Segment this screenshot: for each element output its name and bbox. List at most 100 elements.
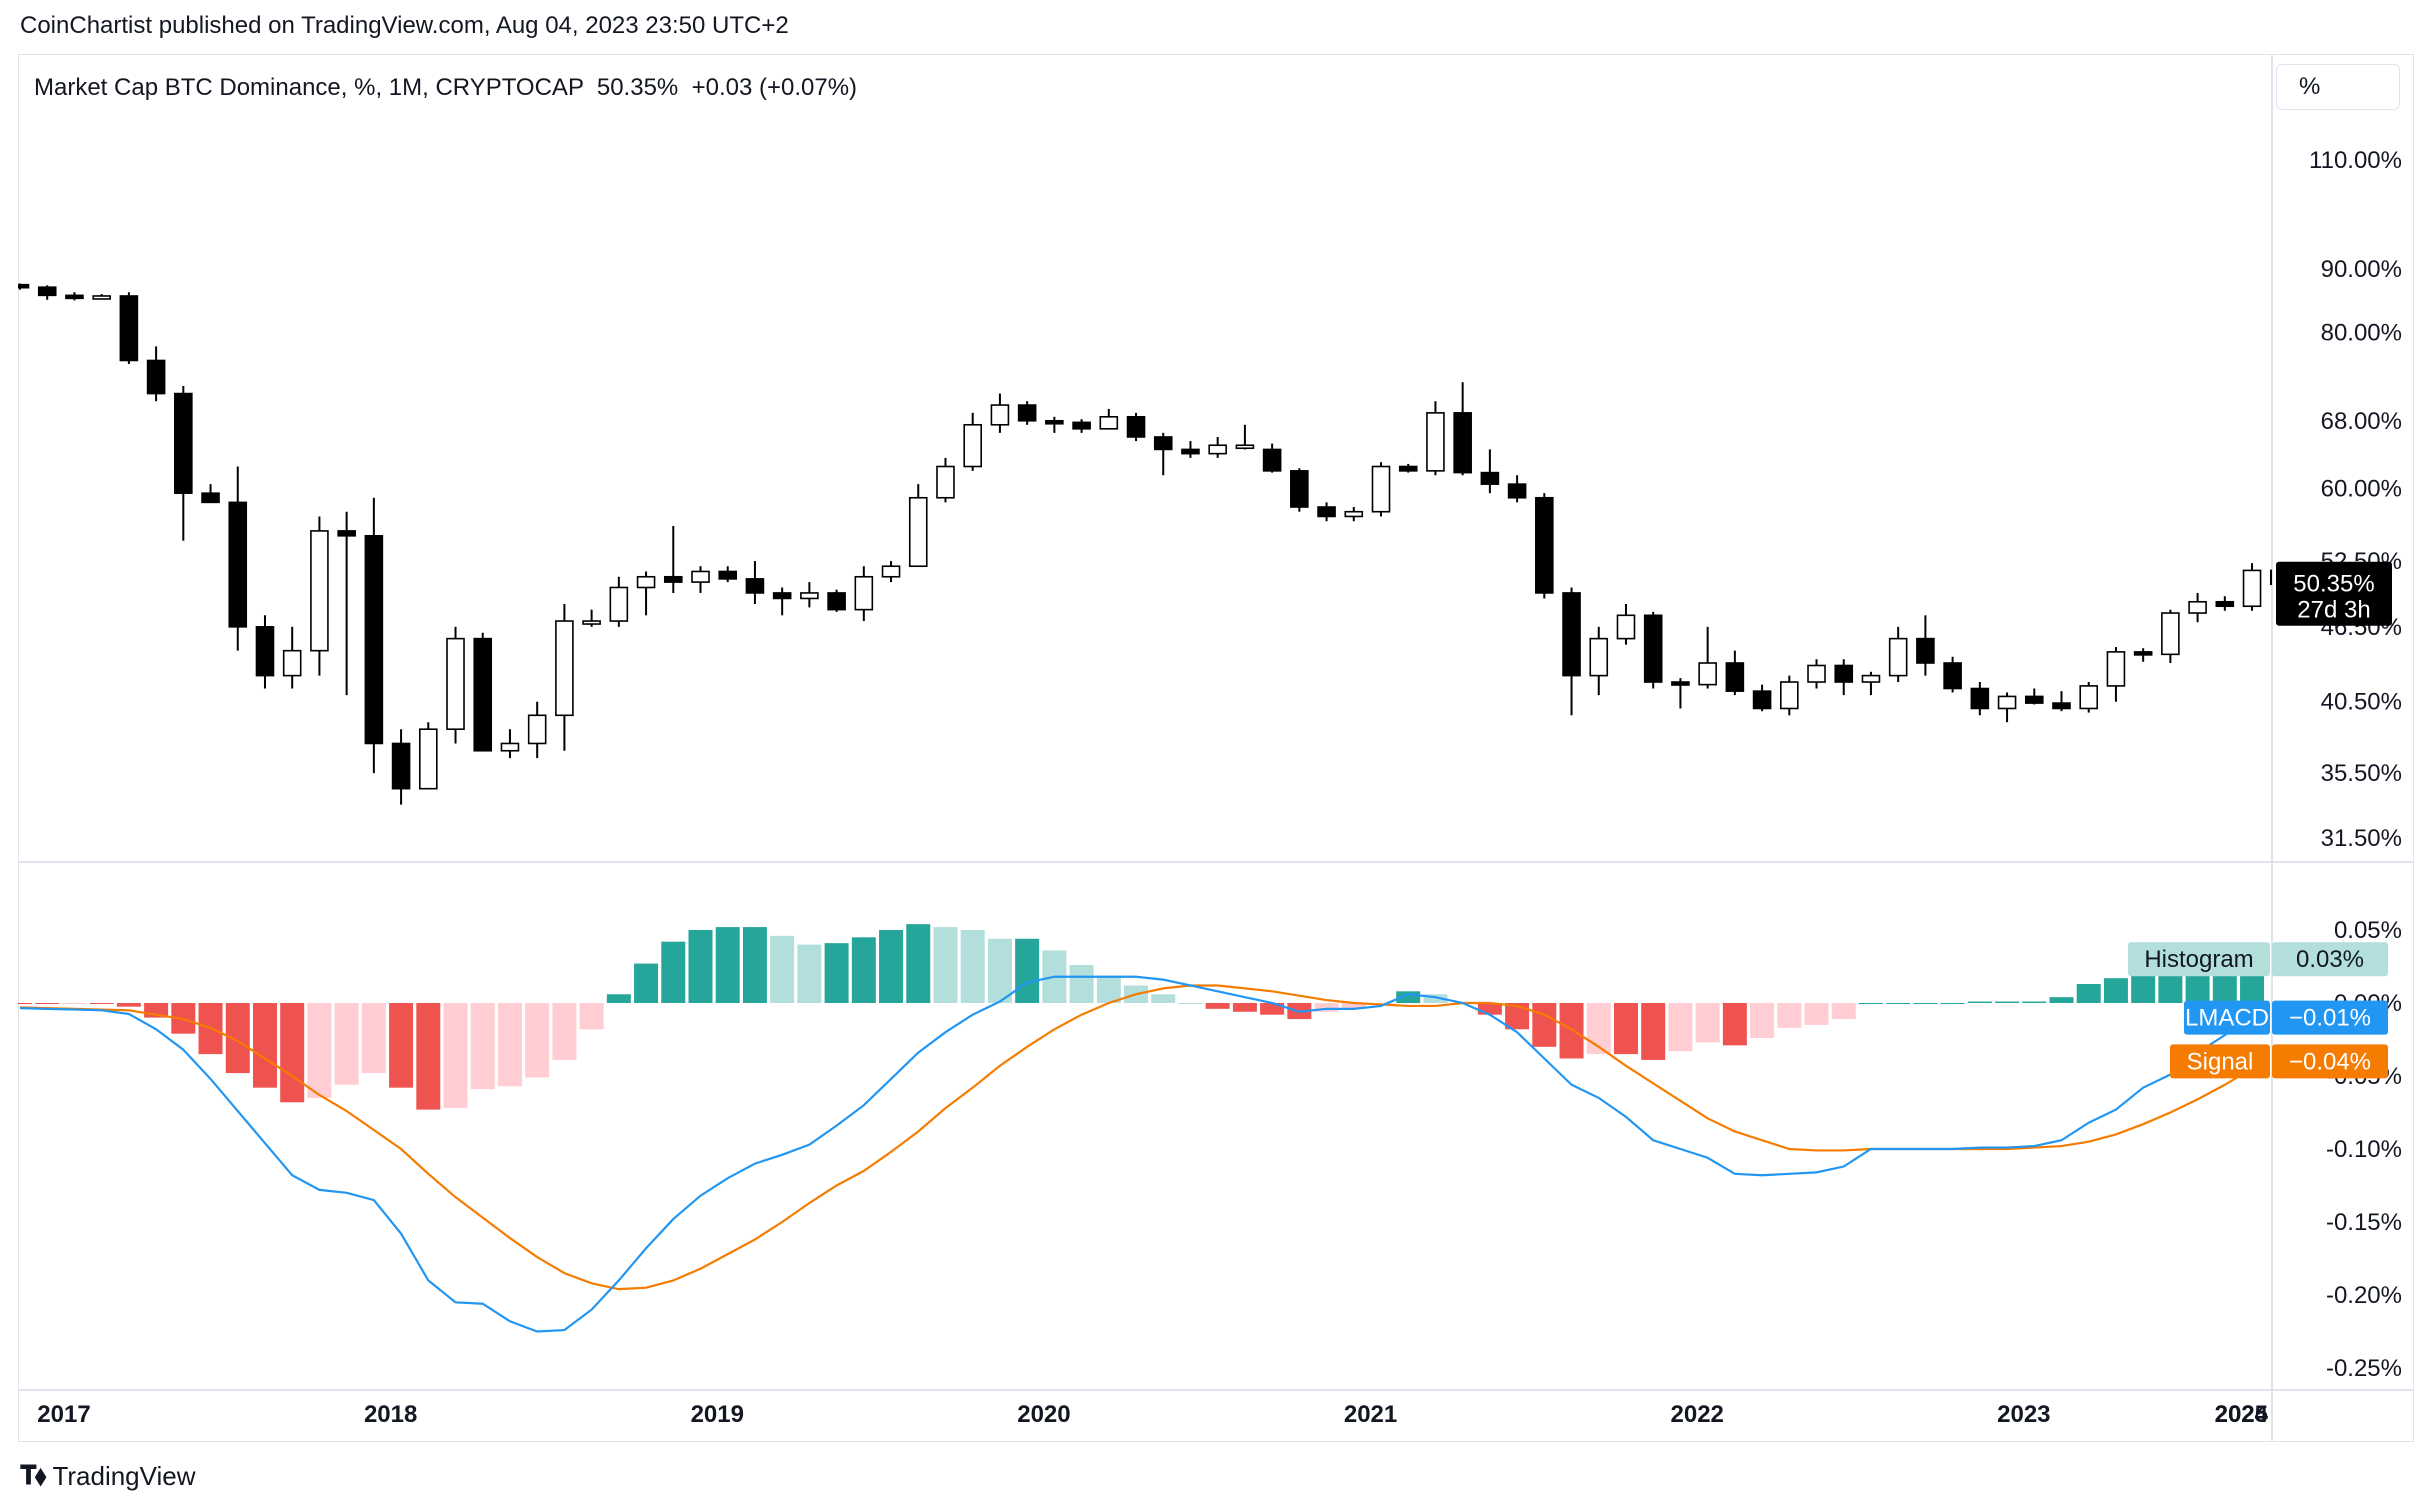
candle-body xyxy=(854,575,874,611)
price-tick-label: 90.00% xyxy=(2321,256,2402,283)
histogram-bar xyxy=(1967,1001,1992,1003)
date-tick-label: 2023 xyxy=(1997,1401,2050,1428)
histogram-bar xyxy=(1396,991,1421,1003)
candle-body xyxy=(1970,687,1990,710)
countdown-label: 27d 3h xyxy=(2297,597,2370,624)
symbol-legend: Market Cap BTC Dominance, %, 1M, CRYPTOC… xyxy=(34,74,858,101)
indicator-value-label: 0.03% xyxy=(2296,946,2364,973)
candle-body xyxy=(2133,651,2153,656)
date-tick-label: 2020 xyxy=(1017,1401,1070,1428)
indicator-tick-label: -0.20% xyxy=(2326,1282,2402,1309)
date-tick-label: 2017 xyxy=(37,1401,90,1428)
histogram-bar xyxy=(89,1003,114,1004)
candle-body xyxy=(1371,465,1391,513)
candle-body xyxy=(473,637,493,752)
candle-body xyxy=(1507,483,1527,499)
histogram-bar xyxy=(987,938,1012,1003)
date-tick-label: 2025 xyxy=(2215,1401,2268,1428)
candle-body xyxy=(228,501,248,628)
histogram-bar xyxy=(35,1003,60,1004)
candle-body xyxy=(1126,416,1146,438)
date-tick-label: 2024 xyxy=(2215,1401,2269,1428)
histogram-bar xyxy=(1477,1003,1502,1015)
candle-body xyxy=(446,637,465,730)
histogram-bar xyxy=(579,1003,604,1030)
candle-body xyxy=(1426,412,1445,472)
price-tick-label: 35.50% xyxy=(2321,760,2402,787)
candle-body xyxy=(2269,569,2272,586)
published-caption: CoinChartist published on TradingView.co… xyxy=(20,12,789,39)
candle-body xyxy=(2106,651,2126,687)
candle-body xyxy=(1888,637,1908,677)
price-tick-label: 60.00% xyxy=(2321,476,2402,503)
candle-body xyxy=(827,592,846,611)
candle-body xyxy=(1725,662,1745,692)
candle-body xyxy=(2052,702,2071,710)
histogram-bar xyxy=(497,1003,522,1087)
candle-body xyxy=(1535,496,1554,594)
candle-body xyxy=(2215,600,2235,608)
candle-body xyxy=(1780,681,1799,710)
histogram-bar xyxy=(661,941,686,1003)
histogram-bar xyxy=(1423,994,1448,1003)
histogram-bar xyxy=(389,1003,414,1088)
histogram-bar xyxy=(933,927,958,1003)
candle-body xyxy=(201,492,220,504)
candle-body xyxy=(1643,614,1663,683)
indicator-value-label: −0.04% xyxy=(2289,1048,2371,1075)
candle-body xyxy=(1344,510,1364,518)
indicator-value-label: −0.01% xyxy=(2289,1005,2371,1032)
scale-mode-button[interactable]: % xyxy=(2276,64,2400,110)
price-tick-label: 80.00% xyxy=(2321,320,2402,347)
date-tick-label: 2021 xyxy=(1344,1401,1397,1428)
histogram-bar xyxy=(742,927,767,1003)
footer-brand: 𝐓⬧ TradingView xyxy=(20,1460,196,1492)
candle-body xyxy=(1208,444,1227,455)
histogram-bar xyxy=(552,1003,577,1060)
candle-body xyxy=(691,570,710,583)
candle-body xyxy=(1398,465,1418,472)
indicator-value-badge xyxy=(2272,1044,2388,1079)
histogram-bar xyxy=(1695,1003,1720,1043)
candle-body xyxy=(418,728,438,790)
candle-body xyxy=(1480,471,1500,485)
histogram-bar xyxy=(2103,978,2128,1003)
candle-body xyxy=(881,565,901,578)
indicator-tick-label: -0.25% xyxy=(2326,1355,2402,1382)
candle-body xyxy=(500,742,520,752)
indicator-tick-label: -0.10% xyxy=(2326,1136,2402,1163)
histogram-bar xyxy=(1804,1003,1829,1025)
histogram-bar xyxy=(2076,984,2101,1003)
candle-body xyxy=(391,742,411,790)
candle-body xyxy=(663,575,683,583)
indicator-value-badge xyxy=(2272,1000,2388,1035)
indicator-value-badge xyxy=(2272,942,2388,977)
histogram-bar xyxy=(1722,1003,1747,1046)
candles-group xyxy=(18,283,2272,805)
candle-body xyxy=(1153,436,1173,451)
histogram-bar xyxy=(634,963,659,1003)
histogram-bar xyxy=(824,943,849,1003)
histogram-bar xyxy=(1913,1003,1938,1004)
candle-body xyxy=(745,578,765,594)
histogram-bar xyxy=(1750,1003,1775,1039)
candle-body xyxy=(310,530,329,652)
indicator-name-badge xyxy=(2184,1000,2270,1035)
histogram-bar xyxy=(688,930,713,1003)
histogram-bar xyxy=(1641,1003,1666,1060)
last-price-badge xyxy=(2276,561,2392,626)
candle-body xyxy=(92,295,111,300)
histogram-bar xyxy=(1341,1003,1366,1009)
price-tick-label: 40.50% xyxy=(2321,689,2402,716)
candle-body xyxy=(1671,681,1690,686)
histogram-bar xyxy=(280,1003,305,1103)
histogram-bar xyxy=(851,937,876,1003)
candle-body xyxy=(1807,664,1826,683)
histogram-bar xyxy=(1232,1003,1257,1012)
candle-body xyxy=(1997,695,2017,710)
candle-body xyxy=(2188,600,2207,614)
histogram-bar xyxy=(1532,1003,1557,1047)
candle-body xyxy=(2161,612,2180,656)
candle-body xyxy=(364,535,384,745)
